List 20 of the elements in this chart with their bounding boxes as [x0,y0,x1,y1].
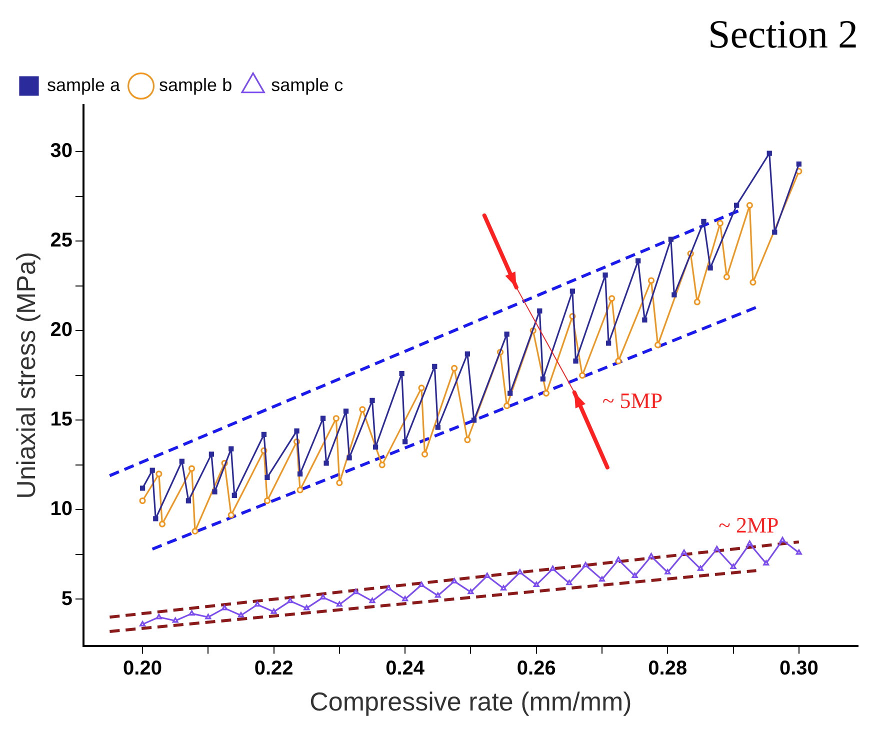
y-tick-label: 25 [50,230,72,252]
annotation: ~ 2MP [718,512,779,538]
legend-label: sample a [47,74,122,95]
y-tick-label: 10 [50,498,72,520]
legend-label: sample c [271,74,344,95]
x-tick-label: 0.24 [386,657,426,680]
x-axis-title: Compressive rate (mm/mm) [310,686,632,717]
x-tick-label: 0.22 [254,657,294,680]
x-tick-label: 0.20 [123,657,162,680]
x-tick-label: 0.26 [516,657,556,680]
annotation: ~ 5MP [602,388,663,414]
x-tick-label: 0.30 [779,657,818,680]
y-tick-label: 20 [50,319,72,342]
chart-title: Section 2 [708,12,858,56]
legend-label: sample b [159,74,232,95]
y-axis-title: Uniaxial stress (MPa) [10,252,41,499]
y-tick-label: 15 [50,408,72,431]
y-tick-label: 30 [50,140,72,162]
x-tick-label: 0.28 [648,657,688,680]
y-tick-label: 5 [61,588,72,610]
